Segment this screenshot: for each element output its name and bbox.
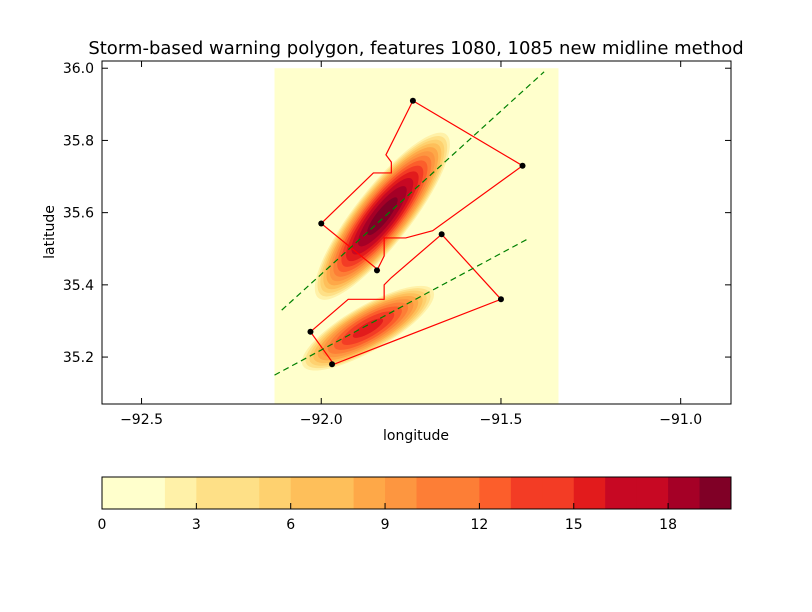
colorbar-segment — [447, 477, 480, 509]
x-tick-label: −92.0 — [300, 412, 343, 428]
x-tick-label: −91.0 — [659, 412, 702, 428]
x-axis-label: longitude — [383, 428, 449, 444]
colorbar-segment — [227, 477, 260, 509]
y-tick-label: 36.0 — [63, 61, 94, 77]
colorbar-segment — [542, 477, 575, 509]
plot-frame — [101, 60, 732, 405]
colorbar-tick-label: 15 — [565, 517, 583, 533]
y-tick-label: 35.2 — [63, 350, 94, 366]
vertex-point — [409, 97, 416, 104]
x-axis-ticks: −92.5 −92.0 −91.5 −91.0 — [120, 61, 702, 428]
colorbar-segment — [196, 477, 229, 509]
vertex-point — [497, 296, 504, 303]
vertex-point — [519, 162, 526, 169]
colorbar-segment — [102, 477, 134, 509]
overlay-lines — [274, 71, 545, 376]
colorbar: 0 3 6 9 12 15 18 — [98, 476, 732, 533]
x-tick-label: −92.5 — [120, 412, 163, 428]
colorbar-tick-label: 3 — [192, 517, 201, 533]
y-tick-label: 35.6 — [63, 206, 94, 222]
colorbar-segment — [133, 477, 166, 509]
colorbar-segment — [353, 477, 386, 509]
x-tick-label: −91.5 — [480, 412, 523, 428]
colorbar-segment — [573, 477, 606, 509]
contour-band — [352, 318, 384, 338]
colorbar-segment — [322, 477, 355, 509]
midline — [281, 71, 545, 311]
y-axis-label: latitude — [42, 205, 58, 259]
midline — [274, 237, 531, 376]
colorbar-segment — [699, 477, 732, 509]
colorbar-segment — [290, 477, 323, 509]
y-tick-label: 35.8 — [63, 133, 94, 149]
y-axis-ticks: 35.2 35.4 35.6 35.8 36.0 — [63, 61, 731, 366]
colorbar-tick-label: 12 — [470, 517, 488, 533]
y-tick-label: 35.4 — [63, 278, 94, 294]
intensity-field — [274, 68, 559, 404]
vertex-point — [329, 361, 336, 368]
warning-polygon — [309, 233, 502, 366]
colorbar-tick-label: 18 — [659, 517, 677, 533]
colorbar-tick-label: 9 — [381, 517, 390, 533]
colorbar-segment — [164, 477, 197, 509]
colorbar-segment — [385, 477, 417, 509]
colorbar-segment — [510, 477, 543, 509]
colorbar-tick-label: 0 — [98, 517, 107, 533]
colorbar-frame — [101, 476, 732, 510]
colorbar-segment — [668, 477, 701, 509]
colorbar-segment — [416, 477, 449, 509]
chart-title: Storm-based warning polygon, features 10… — [88, 38, 743, 59]
colorbar-segment — [636, 477, 669, 509]
vertex-point — [318, 220, 325, 227]
colorbar-segment — [479, 477, 512, 509]
vertex-point — [373, 267, 380, 274]
colorbar-segment — [605, 477, 638, 509]
colorbar-tick-label: 6 — [286, 517, 295, 533]
vertex-point — [438, 231, 445, 238]
vertex-point — [307, 328, 314, 335]
colorbar-segment — [259, 477, 292, 509]
